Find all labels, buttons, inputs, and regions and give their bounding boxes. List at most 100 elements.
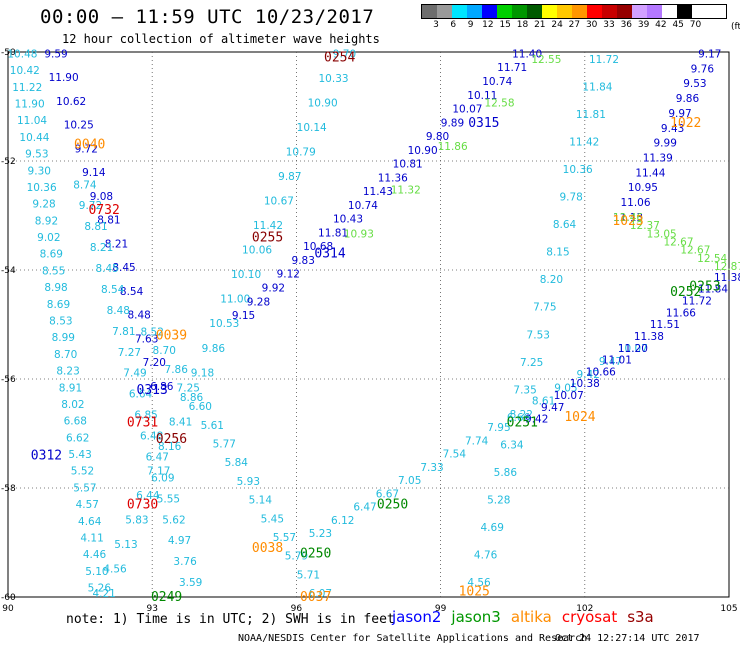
pass-time-label: 0249 (151, 590, 182, 605)
legend-ticks: 3 6 9 12 15 18 21 24 27 30 33 36 39 42 45 70 (421, 19, 727, 33)
pass-time-label: 0313 (137, 383, 168, 398)
wave-height-value: 6.62 (66, 432, 89, 444)
pass-time-label: 0040 (74, 138, 105, 153)
wave-height-value: 8.92 (35, 215, 58, 227)
wave-height-value: 8.02 (61, 399, 84, 411)
map-title: 00:00 – 11:59 UTC 10/23/2017 (40, 6, 375, 28)
track-jason2-east: 9.429.4710.0710.3810.6611.0111.2011.3811… (525, 272, 740, 426)
x-tick-label: 93 (146, 604, 157, 614)
legend-tick: 15 (499, 20, 511, 30)
wave-height-value: 11.72 (682, 296, 712, 308)
map-subtitle: 12 hour collection of altimeter wave hei… (62, 32, 380, 46)
wave-height-value: 5.14 (249, 495, 273, 507)
wave-height-value: 10.38 (570, 378, 600, 390)
wave-height-value: 11.00 (220, 294, 250, 306)
legend-unit: (ft) (731, 22, 740, 32)
wave-height-value: 4.46 (83, 549, 107, 561)
wave-height-value: 7.25 (520, 357, 543, 369)
wave-height-value: 12.46 (613, 212, 643, 224)
wave-height-value: 8.98 (44, 282, 67, 294)
wave-height-value: 5.83 (125, 514, 148, 526)
y-tick-label: -54 (1, 266, 16, 276)
wave-height-value: 10.90 (408, 145, 438, 157)
wave-height-value: 7.81 (112, 326, 135, 338)
wave-height-value: 5.79 (285, 551, 308, 563)
wave-height-value: 5.23 (309, 528, 332, 540)
legend-swatch (677, 5, 692, 18)
satellite-legend-cryosat: cryosat (561, 608, 618, 626)
wave-height-value: 11.66 (666, 307, 696, 319)
pass-time-label: 1025 (459, 585, 490, 600)
wave-height-value: 11.38 (714, 272, 740, 284)
pass-time-label: 0250 (300, 546, 331, 561)
wave-height-value: 9.53 (683, 78, 706, 90)
y-tick-label: -52 (1, 157, 16, 167)
wave-height-value: 6.66 (507, 412, 531, 424)
wave-height-value: 8.99 (52, 332, 75, 344)
wave-height-value: 11.40 (512, 48, 542, 60)
wave-height-value: 9.86 (676, 93, 700, 105)
wave-height-value: 11.84 (582, 81, 612, 93)
legend-swatch (512, 5, 527, 18)
wave-height-value: 7.74 (465, 435, 489, 447)
legend-tick: 39 (637, 20, 650, 30)
wave-height-value: 5.93 (237, 476, 260, 488)
legend-swatch (647, 5, 662, 18)
wave-height-value: 10.79 (286, 147, 316, 159)
wave-height-value: 10.74 (482, 76, 512, 88)
wave-height-value: 10.14 (297, 122, 327, 134)
wave-height-value: 10.43 (333, 214, 363, 226)
legend-swatch (662, 5, 677, 18)
wave-height-value: 4.64 (78, 516, 102, 528)
pass-time-label: 0254 (324, 50, 355, 65)
wave-height-value: 10.11 (467, 90, 497, 102)
map-grid (8, 52, 729, 597)
wave-height-value: 3.59 (179, 577, 202, 589)
wave-height-value: 9.70 (333, 48, 356, 60)
wave-height-value: 9.72 (75, 143, 98, 155)
wave-height-value: 10.36 (27, 182, 57, 194)
wave-height-value: 6.47 (146, 451, 169, 463)
wave-height-value: 4.97 (168, 535, 191, 547)
legend-swatch (617, 5, 632, 18)
wave-height-value: 10.74 (348, 200, 378, 212)
wave-height-value: 9.18 (191, 367, 214, 379)
track-cyan-s-east: 11.72 11.84 11.81 11.42 10.36 9.78 8.64 8.15 8.2… (467, 54, 619, 589)
wave-height-value: 4.57 (76, 499, 99, 511)
wave-height-value: 9.42 (577, 369, 600, 381)
wave-height-value: 5.26 (88, 583, 112, 595)
wave-height-value: 10.81 (393, 159, 423, 171)
pass-time-label: 0039 (156, 328, 187, 343)
wave-height-value: 9.53 (25, 149, 48, 161)
wave-height-value: 8.70 (54, 349, 77, 361)
wave-height-value: 9.08 (90, 191, 113, 203)
wave-height-value: 11.84 (698, 284, 728, 296)
wave-height-value: 10.68 (303, 241, 333, 253)
track-jason2-west: 9.5911.9010.6210.259.729.149.088.818.218… (44, 48, 173, 392)
wave-height-value: 9.47 (599, 356, 622, 368)
legend-swatch (632, 5, 647, 18)
wave-height-value: 10.10 (231, 269, 261, 281)
generation-timestamp: Oct 24 12:27:14 UTC 2017 (555, 633, 700, 644)
wave-height-value: 8.74 (73, 179, 97, 191)
wave-height-value: 9.02 (37, 232, 60, 244)
wave-height-value: 6.09 (151, 472, 174, 484)
wave-height-value: 7.54 (443, 449, 467, 461)
wave-height-value: 11.81 (318, 227, 348, 239)
track-values: 10.48 10.42 11.22 11.90 11.04 10.44 9.53 9.30 10… (7, 48, 740, 600)
wave-height-value: 6.12 (331, 515, 354, 527)
credit-text: NOAA/NESDIS Center for Satellite Applica… (238, 633, 588, 644)
legend-swatch (467, 5, 482, 18)
pass-time-label: 0038 (252, 541, 283, 556)
wave-height-value: 11.90 (15, 99, 45, 111)
wave-height-value: 6.48 (140, 431, 163, 443)
wave-height-value: 7.20 (143, 357, 166, 369)
wave-height-value: 13.05 (647, 228, 677, 240)
legend-swatch (527, 5, 542, 18)
wave-height-value: 6.47 (353, 502, 376, 514)
pass-time-label: 0312 (31, 448, 62, 463)
pass-time-label: 1023 (612, 214, 643, 229)
satellite-legend-s3a: s3a (627, 608, 654, 626)
